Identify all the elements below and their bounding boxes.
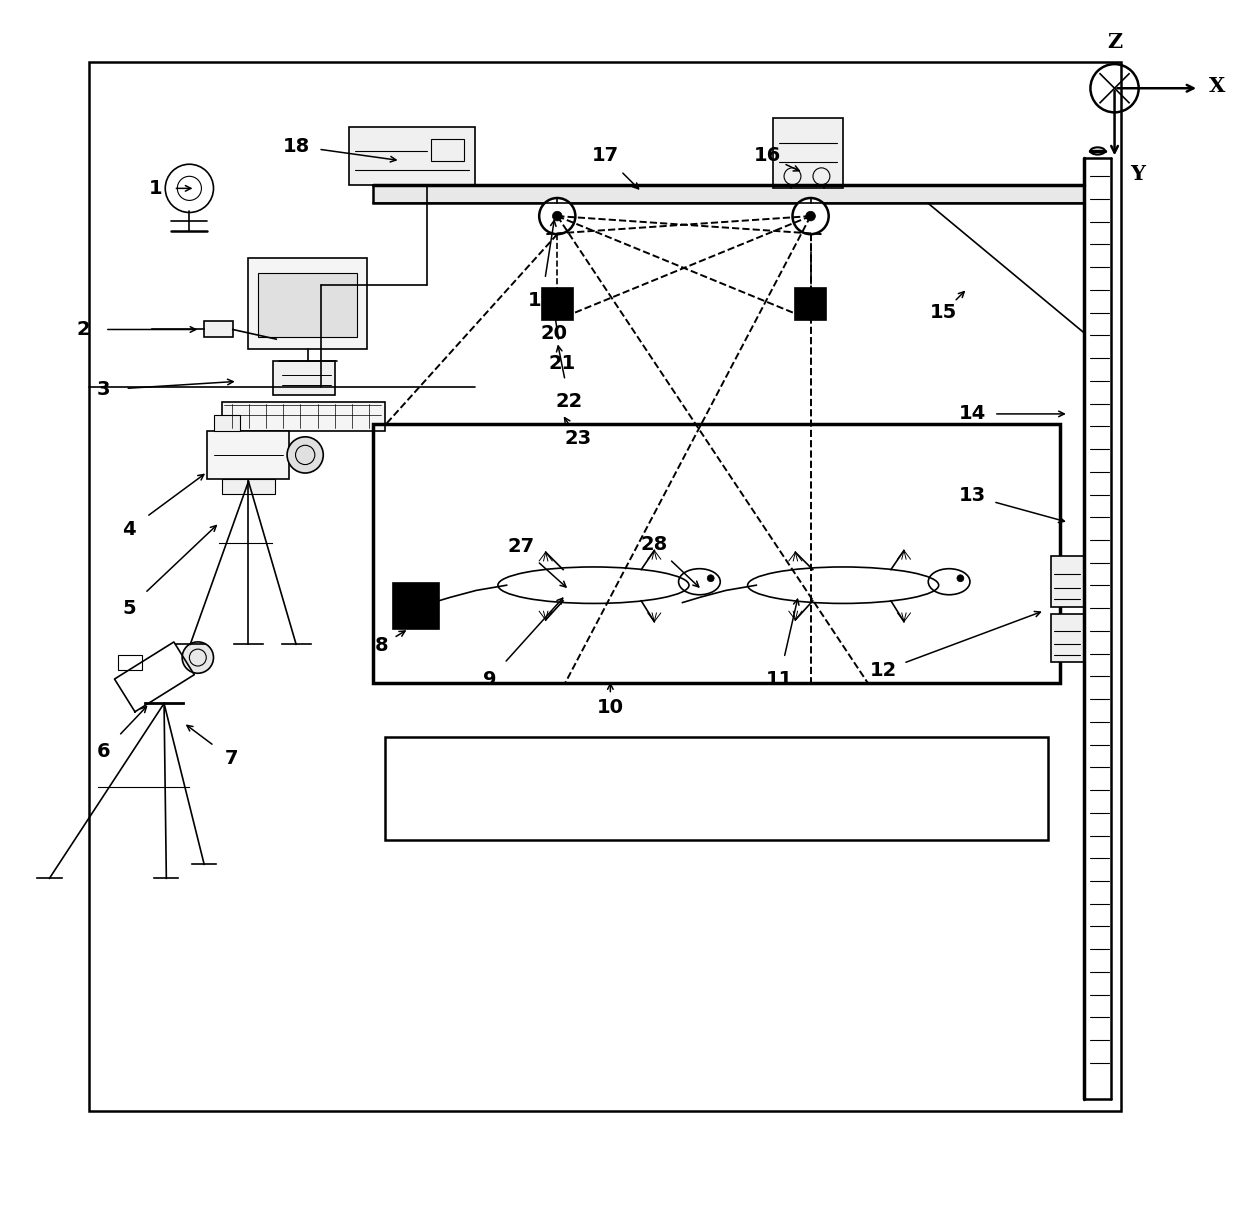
Bar <box>118 655 143 670</box>
Bar <box>774 118 843 189</box>
Text: 6: 6 <box>97 742 110 762</box>
Text: 9: 9 <box>482 670 496 689</box>
Bar <box>542 289 573 320</box>
Bar <box>1050 614 1085 663</box>
Bar <box>273 360 335 394</box>
Bar <box>203 322 233 337</box>
Bar <box>89 62 1121 1111</box>
Bar <box>384 737 1048 840</box>
Circle shape <box>806 212 816 221</box>
Text: 18: 18 <box>283 137 310 156</box>
Bar <box>213 415 241 430</box>
Text: 12: 12 <box>869 661 897 681</box>
Bar <box>207 430 289 479</box>
Text: 28: 28 <box>640 534 667 554</box>
Text: 2: 2 <box>77 320 91 339</box>
Circle shape <box>553 212 562 221</box>
Text: 23: 23 <box>564 428 591 447</box>
Text: 14: 14 <box>959 405 986 423</box>
Text: 10: 10 <box>596 698 624 717</box>
Bar <box>430 139 465 161</box>
Text: 19: 19 <box>528 291 556 310</box>
Text: 22: 22 <box>556 393 583 411</box>
Text: 17: 17 <box>591 146 619 166</box>
Circle shape <box>182 642 213 673</box>
Bar <box>373 423 1060 683</box>
Circle shape <box>539 198 575 235</box>
Text: 13: 13 <box>959 486 986 505</box>
Circle shape <box>957 574 963 582</box>
Text: 1: 1 <box>149 179 162 198</box>
Text: 4: 4 <box>123 520 136 539</box>
Text: 8: 8 <box>374 636 388 655</box>
Bar <box>393 583 439 629</box>
Bar <box>222 401 384 430</box>
Text: 16: 16 <box>754 146 781 166</box>
Text: 7: 7 <box>224 750 238 769</box>
Bar <box>248 259 367 348</box>
Text: Z: Z <box>1107 33 1122 52</box>
Text: 20: 20 <box>541 324 567 342</box>
Text: X: X <box>1209 76 1225 96</box>
Bar <box>222 479 275 493</box>
Text: 3: 3 <box>97 381 110 399</box>
Bar <box>348 127 475 185</box>
Circle shape <box>288 436 324 473</box>
Text: 5: 5 <box>123 598 136 618</box>
Circle shape <box>707 574 714 582</box>
Circle shape <box>792 198 828 235</box>
Bar <box>1050 556 1085 607</box>
Text: 27: 27 <box>507 537 534 556</box>
Bar <box>258 273 357 337</box>
Bar <box>795 289 826 320</box>
Text: 11: 11 <box>765 670 792 689</box>
Text: Y: Y <box>1130 164 1146 184</box>
Bar <box>373 185 1085 203</box>
Text: 15: 15 <box>930 303 957 322</box>
Text: 21: 21 <box>548 354 575 372</box>
